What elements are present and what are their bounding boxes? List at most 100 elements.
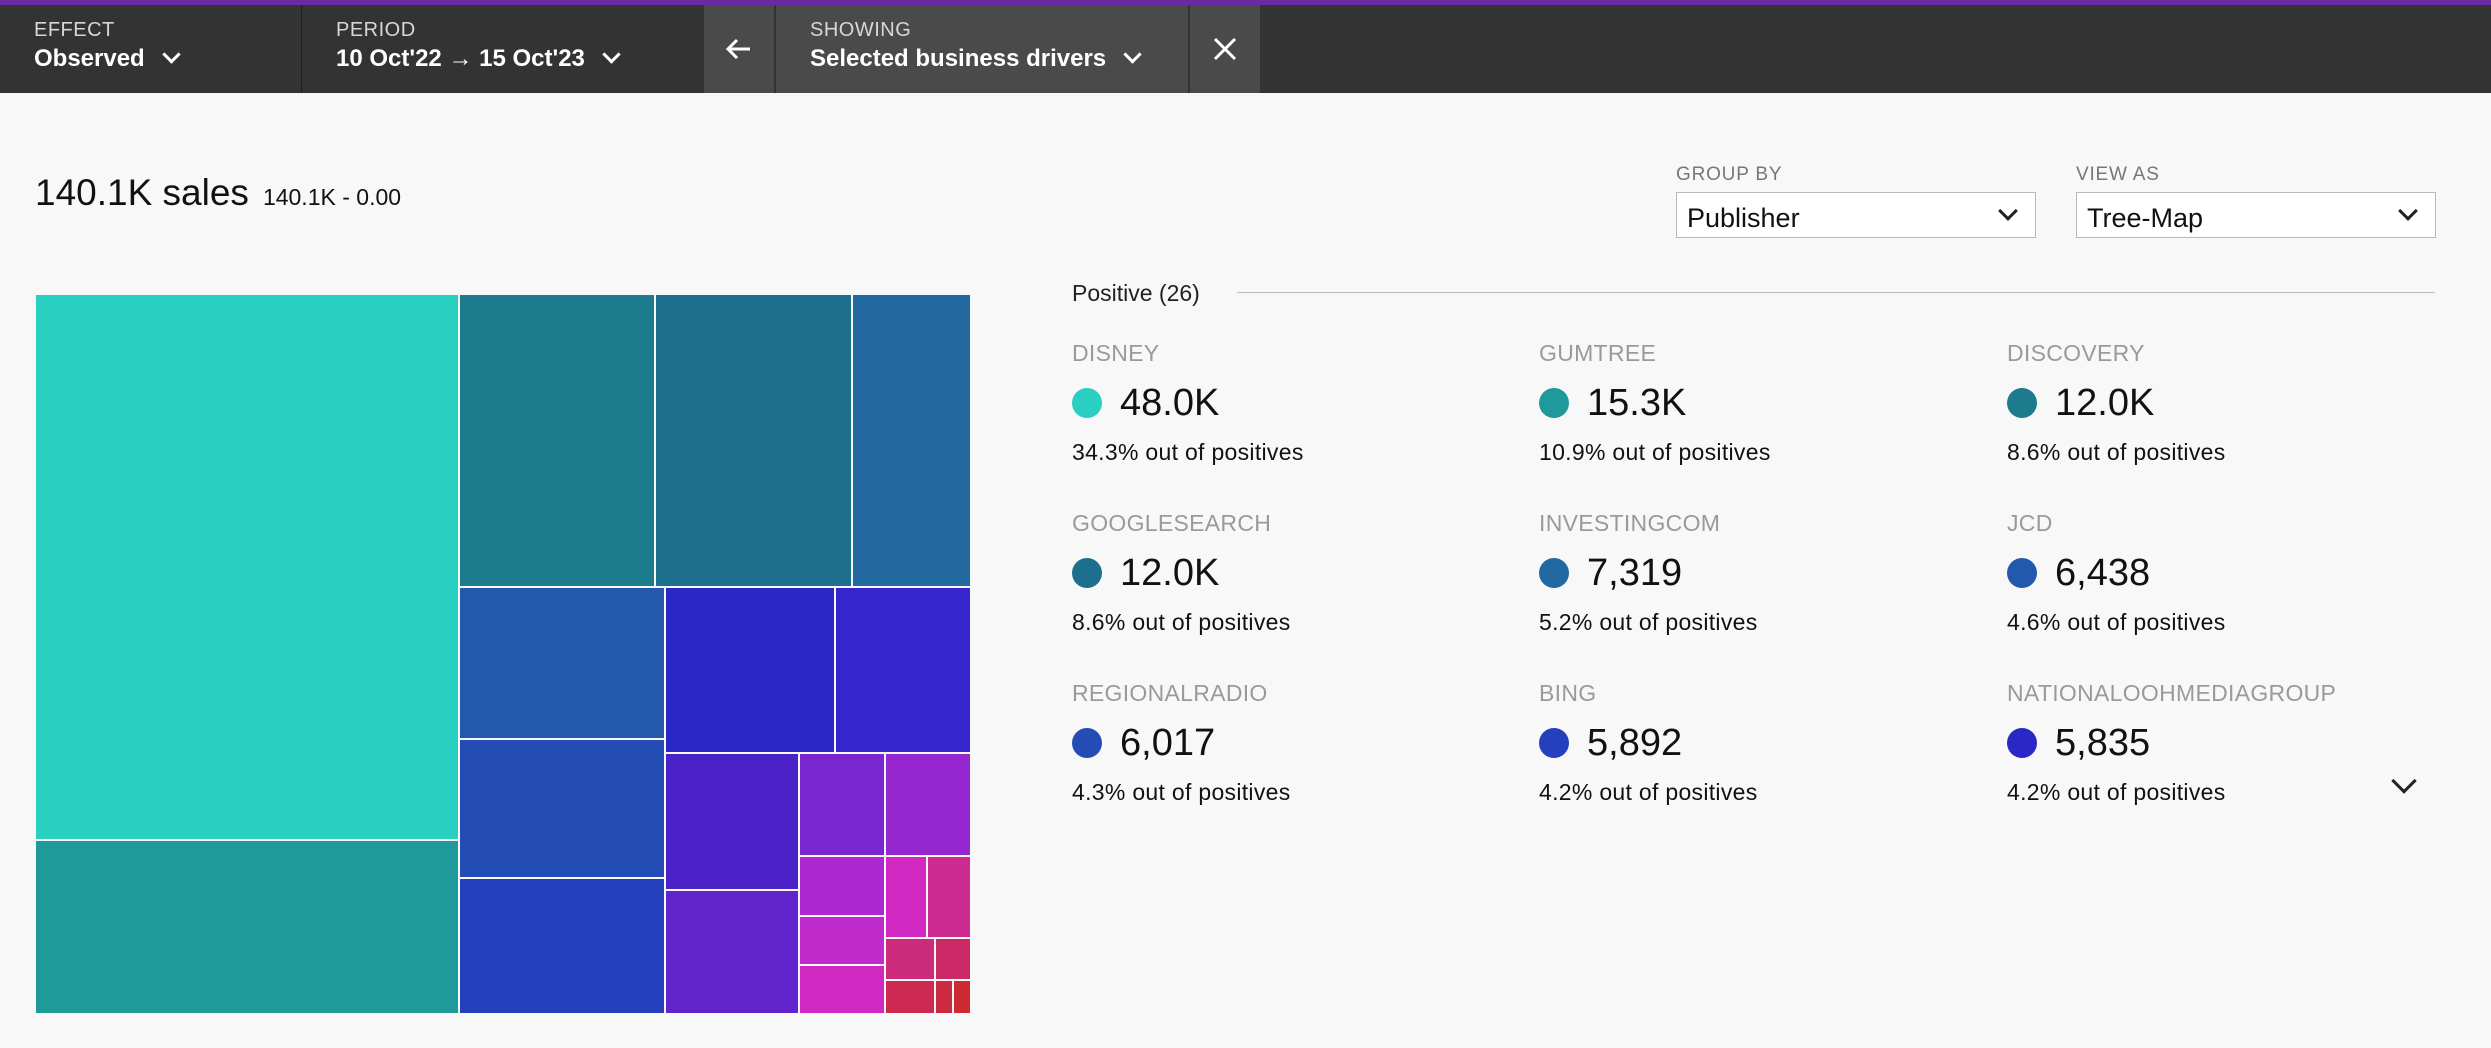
treemap-tile[interactable] xyxy=(459,587,665,739)
treemap-tile[interactable] xyxy=(35,294,459,840)
publisher-share: 4.6% out of positives xyxy=(2007,609,2226,635)
publisher-item[interactable]: REGIONALRADIO 6,017 4.3% out of positives xyxy=(1072,680,1512,806)
publisher-share: 4.3% out of positives xyxy=(1072,779,1291,805)
treemap-tile[interactable] xyxy=(459,739,665,878)
publisher-value: 6,017 xyxy=(1120,721,1216,764)
accent-line xyxy=(0,0,2491,5)
close-icon xyxy=(1213,37,1237,61)
treemap-tile[interactable] xyxy=(885,980,935,1014)
treemap-tile[interactable] xyxy=(799,753,885,856)
publisher-share: 5.2% out of positives xyxy=(1539,609,1758,635)
treemap-tile[interactable] xyxy=(927,856,971,938)
publisher-share: 8.6% out of positives xyxy=(1072,609,1291,635)
period-filter-label: PERIOD xyxy=(336,19,416,41)
treemap-tile[interactable] xyxy=(799,916,885,965)
treemap-tile[interactable] xyxy=(852,294,971,587)
view-as-label: VIEW AS xyxy=(2076,164,2160,185)
showing-filter[interactable]: SHOWING Selected business drivers xyxy=(776,5,1188,93)
color-dot xyxy=(1539,728,1569,758)
publisher-value: 5,835 xyxy=(2055,721,2151,764)
group-by-select[interactable]: Publisher xyxy=(1676,192,2036,238)
chevron-down-icon xyxy=(162,45,181,64)
publisher-item[interactable]: NATIONALOOHMEDIAGROUP 5,835 4.2% out of po… xyxy=(2007,680,2447,806)
view-as-select[interactable]: Tree-Map xyxy=(2076,192,2436,238)
arrow-left-icon xyxy=(725,38,750,60)
effect-filter-label: EFFECT xyxy=(34,19,115,41)
publisher-share: 34.3% out of positives xyxy=(1072,439,1304,465)
divider xyxy=(1237,292,2435,293)
color-dot xyxy=(2007,388,2037,418)
publisher-value: 6,438 xyxy=(2055,551,2151,594)
publisher-name: GOOGLESEARCH xyxy=(1072,510,1272,536)
chevron-down-icon xyxy=(2398,201,2418,221)
color-dot xyxy=(1072,728,1102,758)
publisher-name: GUMTREE xyxy=(1539,340,1657,366)
color-dot xyxy=(1072,558,1102,588)
chevron-down-icon xyxy=(602,45,621,64)
period-filter[interactable]: PERIOD 10 Oct'22 → 15 Oct'23 xyxy=(302,5,704,93)
publisher-item[interactable]: JCD 6,438 4.6% out of positives xyxy=(2007,510,2447,636)
color-dot xyxy=(2007,728,2037,758)
treemap-tile[interactable] xyxy=(799,856,885,916)
color-dot xyxy=(2007,558,2037,588)
treemap xyxy=(35,294,971,1014)
publisher-name: NATIONALOOHMEDIAGROUP xyxy=(2007,680,2337,706)
publisher-item[interactable]: INVESTINGCOM 7,319 5.2% out of positives xyxy=(1539,510,1979,636)
filter-bar: EFFECT Observed PERIOD 10 Oct'22 → 15 Oc… xyxy=(0,5,2491,93)
period-filter-value: 10 Oct'22 → 15 Oct'23 xyxy=(336,45,585,72)
publisher-name: INVESTINGCOM xyxy=(1539,510,1721,536)
publisher-value: 5,892 xyxy=(1587,721,1683,764)
treemap-tile[interactable] xyxy=(935,980,953,1014)
treemap-tile[interactable] xyxy=(665,753,799,890)
publisher-value: 12.0K xyxy=(1120,551,1220,594)
sales-summary: 140.1K sales 140.1K - 0.00 xyxy=(35,172,401,214)
publisher-item[interactable]: DISCOVERY 12.0K 8.6% out of positives xyxy=(2007,340,2447,466)
publisher-item[interactable]: GOOGLESEARCH 12.0K 8.6% out of positives xyxy=(1072,510,1512,636)
publisher-name: DISCOVERY xyxy=(2007,340,2145,366)
treemap-tile[interactable] xyxy=(665,587,835,753)
publisher-share: 4.2% out of positives xyxy=(2007,779,2226,805)
treemap-tile[interactable] xyxy=(665,890,799,1014)
sales-range: 140.1K - 0.00 xyxy=(262,184,402,210)
group-by-label: GROUP BY xyxy=(1676,164,1783,185)
publisher-item[interactable]: BING 5,892 4.2% out of positives xyxy=(1539,680,1979,806)
publisher-value: 48.0K xyxy=(1120,381,1220,424)
chevron-down-icon xyxy=(1123,45,1142,64)
treemap-tile[interactable] xyxy=(799,965,885,1014)
view-as-control: VIEW AS Tree-Map xyxy=(2076,164,2436,238)
group-by-value: Publisher xyxy=(1687,203,1800,233)
view-as-value: Tree-Map xyxy=(2087,203,2204,233)
treemap-tile[interactable] xyxy=(935,938,971,980)
publisher-name: REGIONALRADIO xyxy=(1072,680,1268,706)
showing-filter-value: Selected business drivers xyxy=(810,45,1107,72)
treemap-tile[interactable] xyxy=(459,878,665,1014)
publisher-value: 15.3K xyxy=(1587,381,1687,424)
publisher-item[interactable]: GUMTREE 15.3K 10.9% out of positives xyxy=(1539,340,1979,466)
treemap-tile[interactable] xyxy=(835,587,971,753)
back-button[interactable] xyxy=(704,5,774,93)
publisher-value: 12.0K xyxy=(2055,381,2155,424)
publisher-share: 8.6% out of positives xyxy=(2007,439,2226,465)
treemap-tile[interactable] xyxy=(953,980,971,1014)
color-dot xyxy=(1072,388,1102,418)
effect-filter[interactable]: EFFECT Observed xyxy=(0,5,302,93)
positive-header: Positive (26) xyxy=(1072,280,1200,306)
clear-filter-button[interactable] xyxy=(1190,5,1260,93)
publisher-share: 10.9% out of positives xyxy=(1539,439,1771,465)
publisher-name: DISNEY xyxy=(1072,340,1160,366)
sales-total: 140.1K sales xyxy=(35,172,249,213)
effect-filter-value: Observed xyxy=(34,45,145,72)
publisher-value: 7,319 xyxy=(1587,551,1683,594)
showing-filter-label: SHOWING xyxy=(810,19,912,41)
treemap-tile[interactable] xyxy=(885,938,935,980)
treemap-tile[interactable] xyxy=(35,840,459,1014)
publisher-item[interactable]: DISNEY 48.0K 34.3% out of positives xyxy=(1072,340,1512,466)
treemap-tile[interactable] xyxy=(459,294,655,587)
publisher-share: 4.2% out of positives xyxy=(1539,779,1758,805)
treemap-tile[interactable] xyxy=(655,294,852,587)
treemap-tile[interactable] xyxy=(885,856,927,938)
color-dot xyxy=(1539,558,1569,588)
publisher-name: JCD xyxy=(2007,510,2053,536)
treemap-tile[interactable] xyxy=(885,753,971,856)
group-by-control: GROUP BY Publisher xyxy=(1676,164,2036,238)
